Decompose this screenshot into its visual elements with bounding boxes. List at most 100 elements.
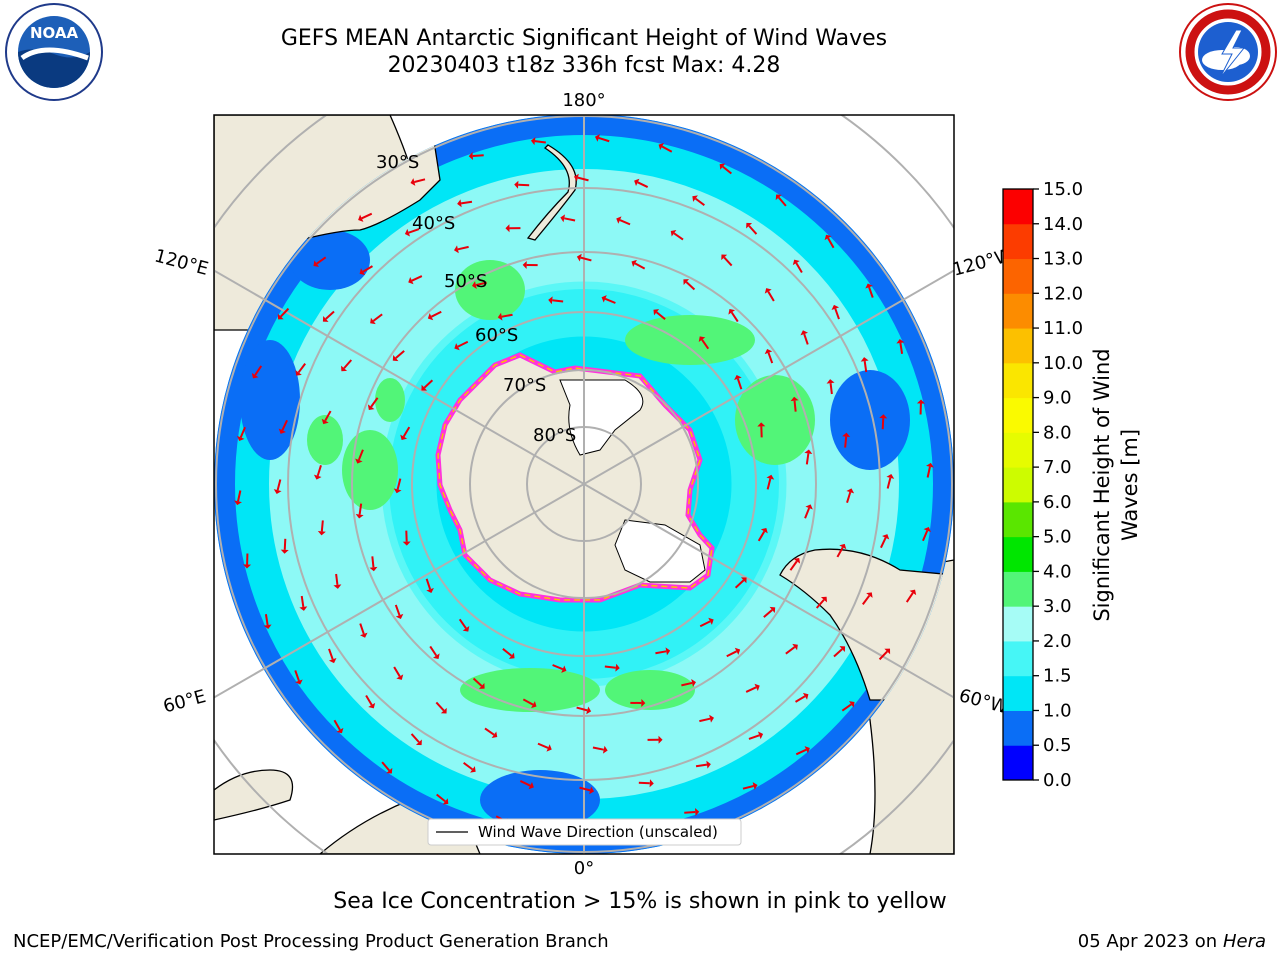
arrow-head [615,663,620,672]
arrow-head [415,739,422,746]
arrow-head [804,746,810,754]
arrow-head [766,474,775,480]
arrow-shaft [552,664,564,671]
arrow-head [734,647,741,655]
arrow-shaft [661,145,673,153]
arrow-head [757,422,766,427]
arrow-head [769,606,776,613]
arrow-head [923,526,931,533]
arrow-head [709,714,714,723]
arrow-head [426,587,434,594]
arrow-head [683,279,690,285]
arrow-head [792,259,800,266]
arrow-shaft [576,706,588,712]
arrow-head [358,214,364,222]
svg-text:50°S: 50°S [444,271,487,292]
arrow-shaft [681,681,693,687]
arrow-shaft [564,217,576,222]
colorbar-segment [1003,189,1033,225]
arrow-head [497,312,503,321]
arrow-head [691,679,696,687]
arrow-head [634,178,640,186]
arrow-shaft [394,604,401,616]
colorbar-tick-label: 12.0 [1043,283,1083,304]
arrow-head [359,268,366,276]
arrow-shaft [868,286,874,298]
arrow-head [820,596,827,603]
colorbar-segment [1003,710,1033,746]
arrow-shaft [846,491,852,503]
arrow-shaft [827,237,835,249]
arrow-head [237,435,245,442]
arrow-head [386,767,393,774]
arrow-shaft [763,609,773,618]
colorbar-frame [1002,188,1034,781]
arrow-shaft [886,477,892,489]
map-legend: Wind Wave Direction (unscaled) [427,818,742,846]
arrow-shaft [638,781,650,785]
arrow-head [317,531,326,536]
arrow-shaft [460,200,473,205]
arrow-head [708,617,714,625]
arrow-head [396,674,404,680]
arrow-head [866,592,873,598]
arrow-shaft [472,154,484,157]
arrow-shaft [276,479,282,491]
arrow-head [454,343,460,351]
arrow-shaft [414,178,426,183]
colorbar-segment [1003,397,1033,433]
arrow-shaft [793,400,797,412]
arrow-shaft [926,466,931,478]
colorbar-tick-label: 8.0 [1043,422,1072,443]
arrow-shaft [734,579,745,589]
arrow-shaft [519,780,531,787]
arrow-shaft [881,418,885,430]
nws-logo-icon [1179,3,1277,101]
colorbar-tick-label: 5.0 [1043,527,1072,548]
arrow-shaft [804,507,811,519]
arrow-head [392,355,399,362]
arrow-head [740,577,747,584]
arrow-head [752,782,758,790]
arrow-shaft [795,748,807,756]
arrow-shaft [472,677,483,687]
map-frame [213,114,955,855]
colorbar-tick-label: 6.0 [1043,492,1072,513]
svg-text:0°: 0° [574,858,594,879]
arrow-shaft [795,262,803,273]
arrow-head [299,606,308,611]
arrow-shaft [239,426,246,438]
arrow-shaft [316,256,327,265]
arrow-shaft [766,478,772,490]
arrow-head [631,259,637,267]
arrow-shaft [475,281,487,287]
arrow-shaft [343,359,353,369]
colorbar-segment [1003,536,1033,572]
arrow-head [896,338,905,344]
arrow-head [728,309,736,315]
svg-text:60°W: 60°W [957,685,1011,718]
arrow-head [616,216,622,224]
arrow-shaft [237,490,242,502]
wind-wave-arrows [234,134,934,834]
noaa-logo-icon: NOAA [5,3,103,101]
arrow-shaft [598,136,610,143]
arrow-shaft [534,140,546,144]
arrow-head [368,702,376,709]
arrow-head [313,260,320,267]
footer-date-text: 05 Apr 2023 on [1077,931,1223,952]
arrow-shaft [829,383,833,395]
arrow-head [746,222,753,229]
arrow-shaft [410,733,420,743]
arrow-shaft [777,196,787,207]
arrow-head [522,260,527,269]
arrow-head [367,404,375,411]
arrow-head [719,163,726,170]
arrow-shaft [880,537,887,549]
svg-text:60°S: 60°S [475,325,518,346]
arrow-shaft [362,265,373,273]
arrow-head [665,647,671,656]
arrow-shaft [803,333,809,345]
sea-ice-note: Sea Ice Concentration > 15% is shown in … [333,889,947,914]
